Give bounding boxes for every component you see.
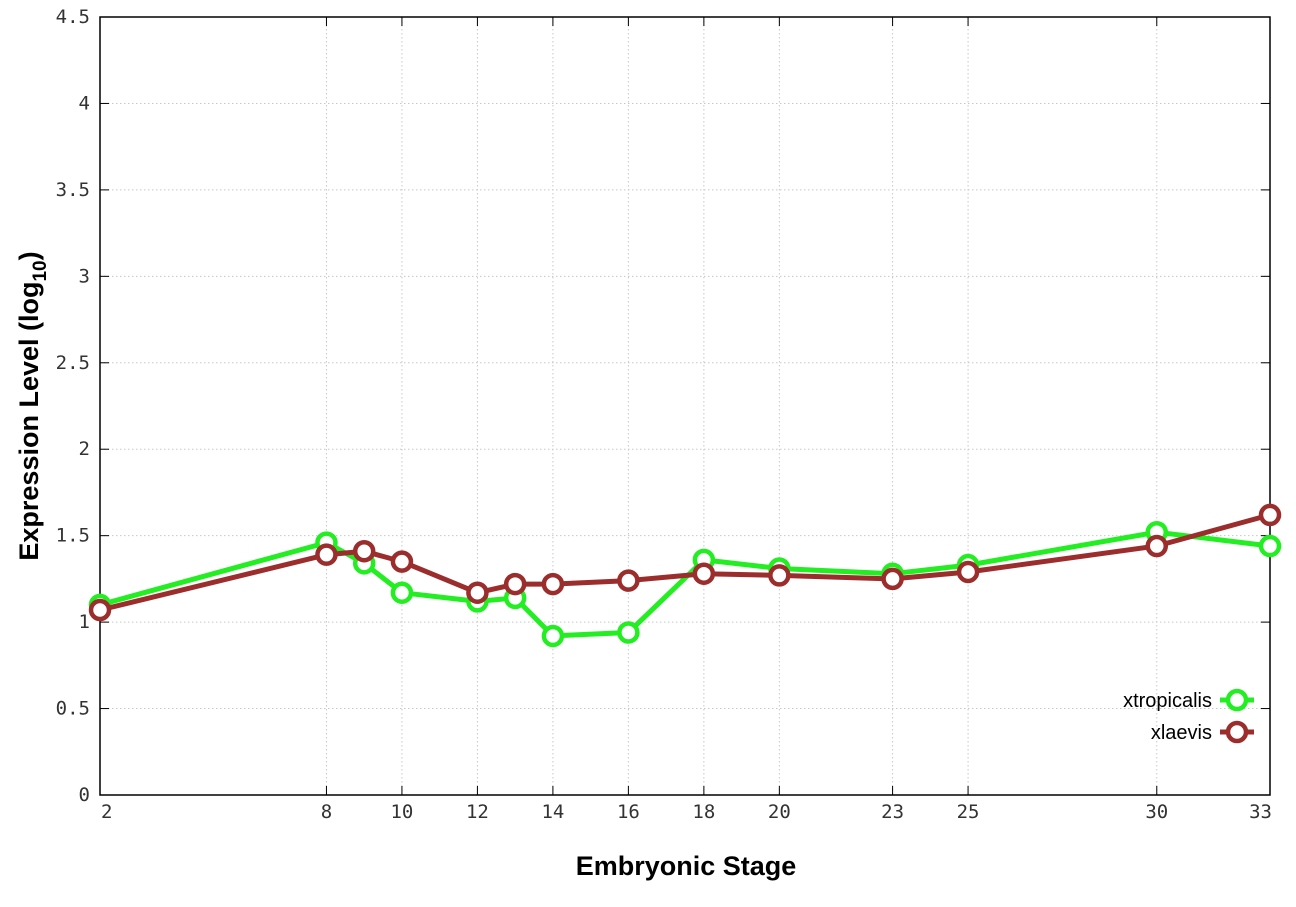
series-line-xtropicalis [99, 529, 1271, 639]
y-tick-label: 1.5 [56, 525, 90, 547]
x-tick-label: 12 [466, 801, 489, 823]
data-point-xlaevis [503, 572, 527, 596]
plot-frame [99, 16, 1271, 796]
series-line-xlaevis [99, 512, 1271, 613]
data-point-xlaevis [315, 543, 338, 566]
legend-item-xlaevis: xlaevis [1151, 720, 1254, 744]
data-point-xtropicalis [617, 621, 640, 644]
data-point-xlaevis [352, 539, 376, 563]
y-tick-label: 4 [79, 92, 90, 114]
data-point-xlaevis [1258, 503, 1282, 527]
legend-label: xlaevis [1151, 722, 1212, 744]
y-tick-label: 2.5 [56, 352, 90, 374]
y-axis-title-subscript: 10 [30, 260, 51, 281]
y-tick-label: 2 [79, 438, 90, 460]
x-tick-label: 30 [1145, 801, 1168, 823]
x-tick-label: 18 [692, 801, 715, 823]
y-tick-label: 3 [79, 265, 90, 287]
legend-marker [1225, 720, 1249, 744]
legend: xtropicalis xlaevis [1123, 688, 1254, 744]
data-point-xlaevis [541, 572, 565, 596]
series-xtropicalis [88, 520, 1282, 648]
x-tick-label: 16 [617, 801, 640, 823]
y-tick-label: 4.5 [56, 6, 90, 28]
x-tick-label: 33 [1249, 801, 1272, 823]
data-point-xlaevis [466, 581, 489, 604]
y-axis-ticks: 0 0.5 1 1.5 2 2.5 3 3.5 4 4.5 [56, 6, 1270, 806]
y-tick-label: 3.5 [56, 179, 90, 201]
legend-label: xtropicalis [1123, 690, 1212, 712]
data-point-xlaevis [1145, 534, 1169, 558]
y-axis-title: Expression Level (log10) [14, 251, 51, 560]
data-point-xlaevis [390, 550, 414, 573]
data-point-xlaevis [617, 569, 640, 592]
y-axis-title-main: Expression Level (log [14, 282, 44, 561]
data-point-xtropicalis [390, 581, 414, 604]
y-tick-label: 1 [79, 611, 90, 633]
x-tick-label: 2 [101, 801, 112, 823]
x-tick-label: 8 [321, 801, 332, 823]
x-tick-label: 10 [390, 801, 413, 823]
x-tick-label: 14 [541, 801, 564, 823]
data-point-xlaevis [768, 564, 791, 587]
y-axis-title-close: ) [14, 251, 44, 260]
data-point-xlaevis [881, 567, 904, 591]
data-point-xtropicalis [541, 624, 565, 648]
y-tick-label: 0.5 [56, 698, 90, 720]
data-point-xlaevis [88, 598, 112, 622]
grid-lines [100, 17, 1270, 795]
series-xlaevis [88, 503, 1282, 622]
legend-item-xtropicalis: xtropicalis [1123, 688, 1254, 712]
x-axis-ticks: 2 8 10 12 14 16 18 20 23 25 30 33 [99, 17, 1272, 823]
x-tick-label: 25 [957, 801, 980, 823]
x-tick-label: 20 [768, 801, 791, 823]
x-axis-title: Embryonic Stage [576, 851, 797, 881]
data-point-xlaevis [692, 562, 716, 585]
y-tick-label: 0 [79, 784, 90, 806]
series-layer [88, 503, 1282, 648]
data-point-xlaevis [956, 560, 980, 584]
legend-marker [1225, 688, 1249, 712]
x-tick-label: 23 [881, 801, 904, 823]
data-point-xtropicalis [1258, 534, 1282, 558]
